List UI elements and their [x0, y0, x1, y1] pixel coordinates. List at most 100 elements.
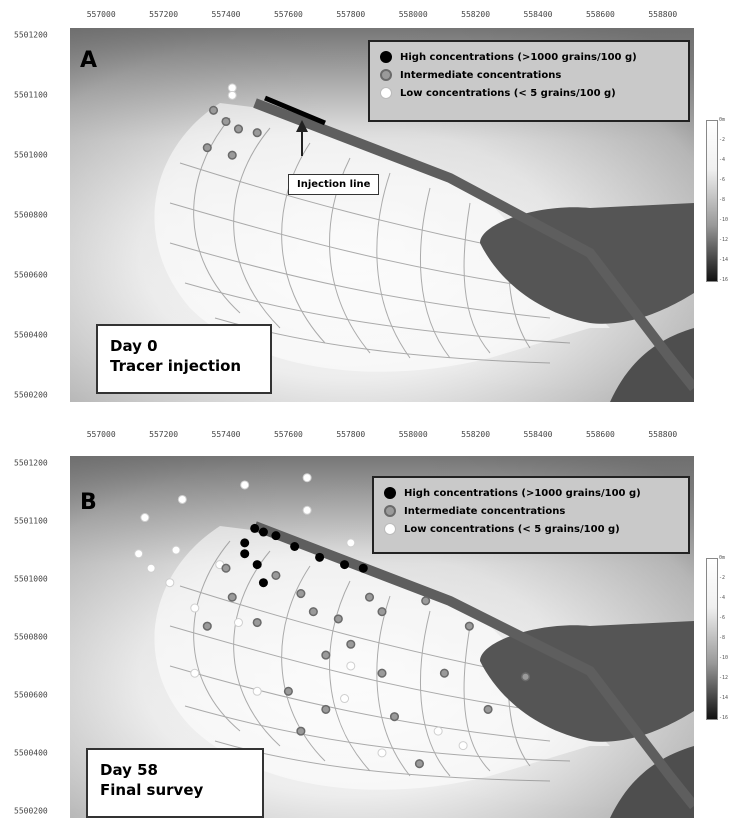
colorbar-tick: -8: [719, 197, 726, 203]
colorbar-tick: -2: [719, 137, 726, 143]
colorbar-tick: -2: [719, 575, 726, 581]
injection-line: [264, 95, 326, 126]
high-concentration-sample: [258, 527, 268, 537]
intermediate-concentration-sample: [483, 704, 493, 714]
colorbar-tick: -12: [719, 675, 729, 681]
day-subtitle: Tracer injection: [110, 357, 242, 375]
land-mass: [480, 203, 694, 324]
y-tick: 5501100: [14, 90, 48, 100]
x-tick: 558000: [398, 430, 428, 439]
legend-item-low: Low concentrations (< 5 grains/100 g): [384, 520, 678, 538]
channel-shore: [253, 521, 694, 810]
colorbar-tick: 0m: [719, 555, 726, 561]
grey-dot-icon: [384, 505, 396, 517]
x-axis-ticks: 557000 557200 557400 557600 557800 55800…: [70, 430, 694, 444]
white-dot-icon: [380, 87, 392, 99]
colorbar-tick: -16: [719, 715, 729, 721]
low-concentration-sample: [190, 603, 200, 613]
x-tick: 558200: [461, 10, 491, 19]
y-axis-ticks: 5501200 5501100 5501000 5500800 5500600 …: [14, 456, 66, 818]
injection-line-callout: Injection line: [288, 174, 380, 195]
low-concentration-sample: [377, 748, 387, 758]
legend-item-mid: Intermediate concentrations: [384, 502, 678, 520]
panel-letter: B: [80, 490, 97, 515]
high-concentration-sample: [290, 542, 300, 551]
low-concentration-sample: [346, 661, 356, 671]
study-zone: [154, 526, 610, 790]
intermediate-concentration-sample: [333, 614, 343, 624]
day-label-box: Day 0 Tracer injection: [96, 324, 272, 394]
x-tick: 557600: [273, 430, 303, 439]
legend-label: High concentrations (>1000 grains/100 g): [404, 487, 641, 499]
x-tick: 558800: [648, 10, 678, 19]
colorbar-tick: -12: [719, 237, 729, 243]
low-concentration-sample: [227, 83, 237, 93]
grey-dot-icon: [380, 69, 392, 81]
high-concentration-sample: [250, 523, 260, 533]
intermediate-concentration-sample: [308, 607, 318, 617]
low-concentration-sample: [140, 513, 150, 523]
injection-arrow-head: [296, 120, 308, 132]
day-title: Day 58: [100, 761, 158, 779]
intermediate-concentration-sample: [227, 592, 237, 602]
y-tick: 5500600: [14, 270, 48, 280]
intermediate-concentration-sample: [321, 650, 331, 660]
high-concentration-sample: [240, 549, 250, 559]
x-tick: 558400: [523, 10, 553, 19]
y-axis-ticks: 5501200 5501100 5501000 5500800 5500600 …: [14, 28, 66, 402]
day-title: Day 0: [110, 337, 158, 355]
low-concentration-sample: [302, 473, 312, 483]
y-tick: 5500200: [14, 390, 48, 400]
low-concentration-sample: [171, 545, 181, 555]
intermediate-concentration-sample: [271, 570, 281, 581]
low-concentration-sample: [252, 686, 262, 696]
intermediate-concentration-sample: [296, 726, 306, 736]
legend-item-mid: Intermediate concentrations: [380, 66, 678, 84]
high-concentration-sample: [252, 560, 262, 570]
intermediate-concentration-sample: [227, 150, 237, 160]
legend-label: Low concentrations (< 5 grains/100 g): [404, 523, 620, 535]
colorbar-tick: -4: [719, 157, 726, 163]
y-tick: 5500400: [14, 748, 48, 758]
intermediate-concentration-sample: [321, 704, 331, 714]
x-axis-ticks: 557000 557200 557400 557600 557800 55800…: [70, 10, 694, 24]
depth-colorbar: [706, 120, 718, 282]
low-concentration-sample: [190, 668, 200, 678]
survey-grid: [169, 540, 571, 782]
low-concentration-sample: [302, 505, 312, 515]
intermediate-concentration-sample: [421, 596, 431, 606]
low-concentration-sample: [134, 549, 144, 559]
intermediate-concentration-sample: [520, 672, 531, 682]
intermediate-concentration-sample: [252, 617, 262, 628]
x-tick: 557800: [336, 10, 366, 19]
intermediate-concentration-sample: [346, 639, 356, 649]
intermediate-concentration-sample: [202, 143, 212, 153]
colorbar-tick: -16: [719, 277, 729, 283]
panel-b: 557000 557200 557400 557600 557800 55800…: [0, 418, 744, 821]
y-tick: 5500800: [14, 210, 48, 220]
low-concentration-sample: [177, 494, 187, 504]
intermediate-concentration-sample: [439, 668, 449, 678]
x-tick: 558800: [648, 430, 678, 439]
colorbar-tick: -14: [719, 257, 729, 263]
colorbar-tick: -10: [719, 655, 729, 661]
intermediate-concentration-sample: [414, 759, 424, 769]
low-concentration-sample: [233, 618, 243, 628]
intermediate-concentration-sample: [377, 668, 387, 678]
y-tick: 5501000: [14, 150, 48, 160]
high-concentration-sample: [358, 563, 368, 573]
low-concentration-sample: [240, 480, 250, 490]
intermediate-concentration-sample: [296, 589, 306, 599]
x-tick: 557200: [149, 430, 179, 439]
black-dot-icon: [380, 51, 392, 63]
intermediate-concentration-sample: [208, 105, 219, 115]
low-concentration-sample: [458, 741, 468, 751]
land-mass-south: [610, 328, 694, 402]
intermediate-concentration-sample: [389, 712, 400, 722]
colorbar-tick: -4: [719, 595, 726, 601]
white-dot-icon: [384, 523, 396, 535]
legend-label: Intermediate concentrations: [400, 69, 562, 81]
intermediate-concentration-sample: [464, 621, 474, 631]
legend-item-high: High concentrations (>1000 grains/100 g): [380, 48, 678, 66]
colorbar-tick: -14: [719, 695, 729, 701]
